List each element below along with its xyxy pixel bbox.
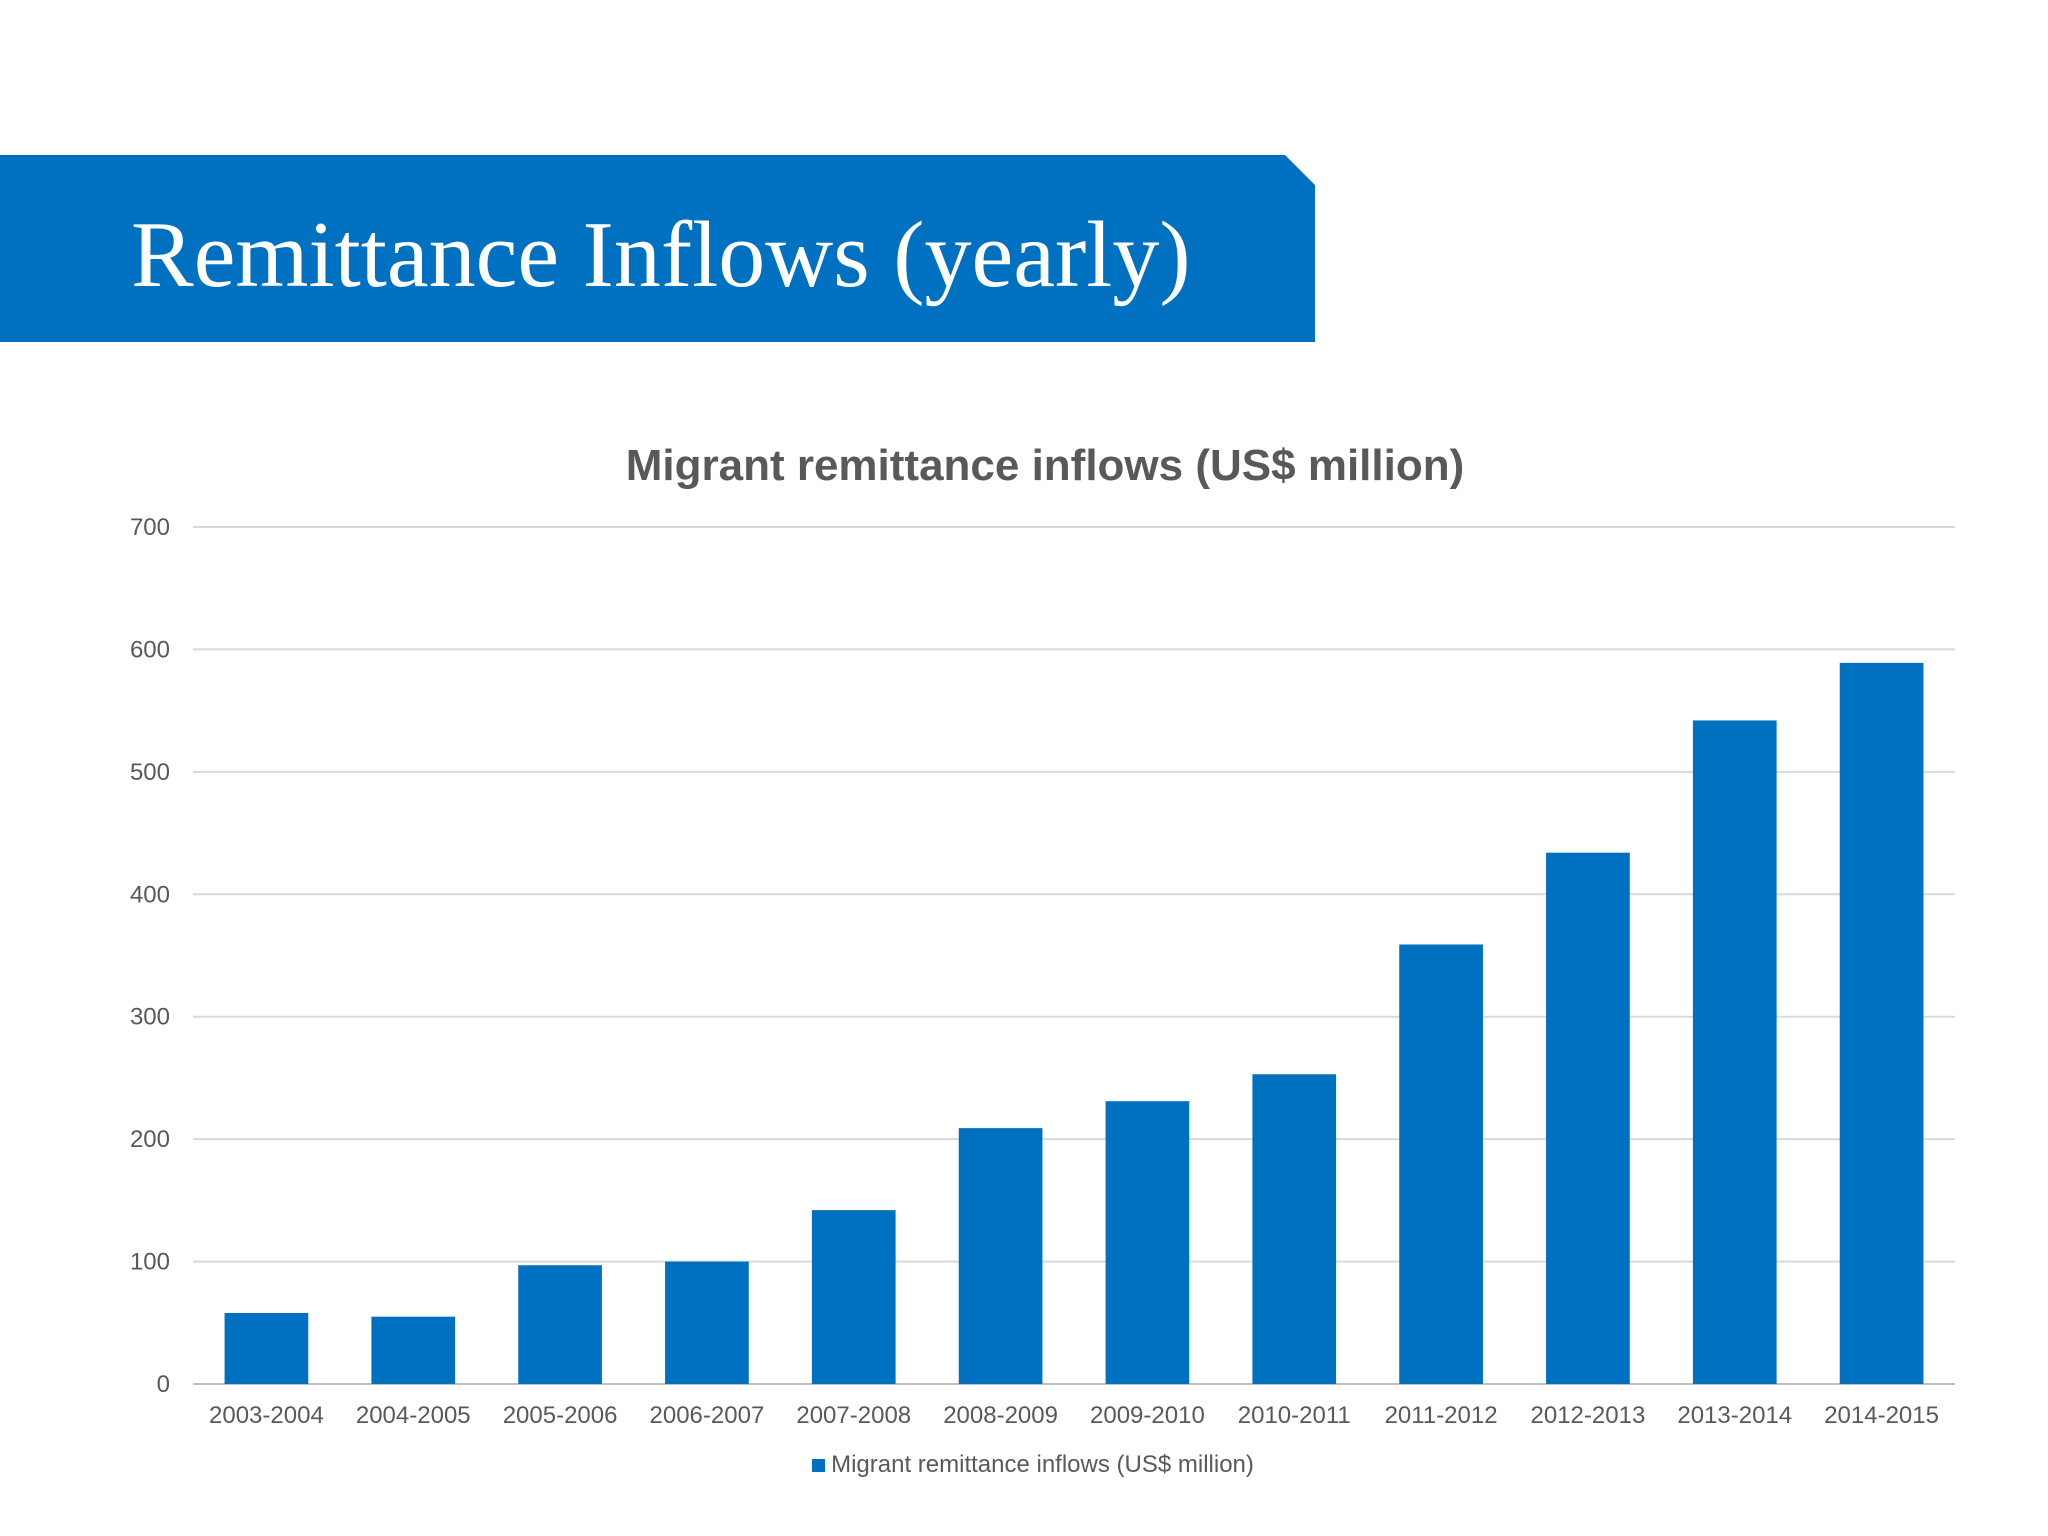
x-tick-label: 2005-2006 (503, 1402, 618, 1429)
bar-2014-2015 (1839, 662, 1924, 1384)
x-tick-label: 2013-2014 (1677, 1402, 1792, 1429)
x-tick-label: 2014-2015 (1824, 1402, 1939, 1429)
y-tick-label: 400 (130, 881, 170, 908)
y-tick-label: 700 (130, 514, 170, 541)
y-axis-ticks: 0 100 200 300 400 500 600 700 (130, 514, 170, 1398)
bar-2003-2004 (224, 1312, 309, 1384)
x-tick-label: 2003-2004 (209, 1402, 324, 1429)
y-tick-label: 300 (130, 1004, 170, 1031)
x-tick-label: 2009-2010 (1090, 1402, 1205, 1429)
legend-label: Migrant remittance inflows (US$ million) (831, 1451, 1254, 1478)
y-tick-label: 200 (130, 1126, 170, 1153)
x-tick-label: 2006-2007 (650, 1402, 765, 1429)
x-tick-label: 2011-2012 (1385, 1402, 1498, 1429)
x-tick-label: 2008-2009 (943, 1402, 1058, 1429)
bar-2009-2010 (1105, 1101, 1190, 1384)
x-tick-label: 2010-2011 (1238, 1402, 1351, 1429)
y-tick-label: 500 (130, 759, 170, 786)
y-tick-label: 100 (130, 1249, 170, 1276)
y-tick-label: 600 (130, 636, 170, 663)
legend-swatch (812, 1458, 826, 1472)
bar-2013-2014 (1692, 720, 1777, 1384)
bar-2007-2008 (811, 1210, 896, 1384)
chart-title: Migrant remittance inflows (US$ million) (625, 441, 1465, 490)
bar-2012-2013 (1546, 852, 1630, 1384)
bar-2008-2009 (958, 1128, 1043, 1384)
legend: Migrant remittance inflows (US$ million) (0, 1450, 2048, 1480)
bars (224, 662, 1924, 1384)
bar-2006-2007 (665, 1261, 749, 1384)
x-tick-label: 2004-2005 (356, 1402, 471, 1429)
x-tick-label: 2007-2008 (796, 1402, 911, 1429)
gridlines (193, 526, 1955, 1385)
bar-2005-2006 (518, 1265, 602, 1384)
title-banner (0, 155, 1315, 342)
y-tick-label: 0 (157, 1371, 170, 1398)
slide-title: Remittance Inflows (yearly) (131, 203, 1191, 307)
bar-2010-2011 (1252, 1074, 1337, 1384)
x-axis-ticks: 2003-2004 2004-2005 2005-2006 2006-2007 2007… (209, 1402, 1939, 1429)
bar-2011-2012 (1399, 944, 1483, 1384)
bar-2004-2005 (371, 1316, 456, 1384)
x-tick-label: 2012-2013 (1531, 1402, 1646, 1429)
